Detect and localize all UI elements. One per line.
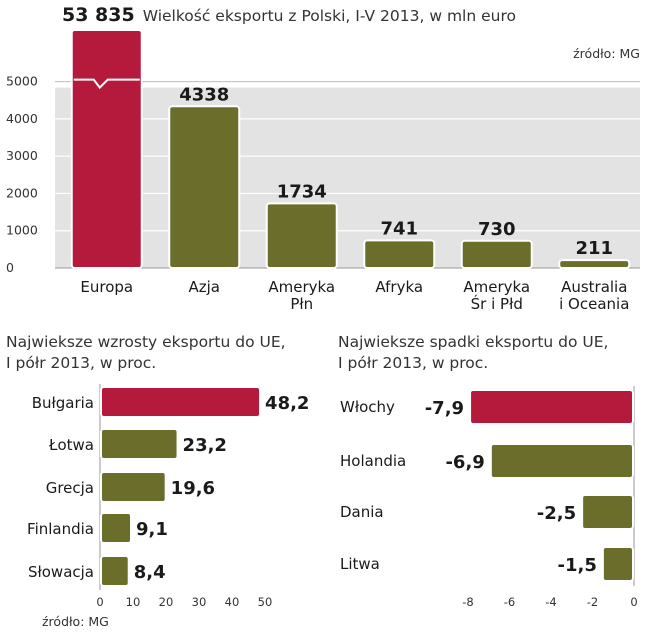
chart1-bar [168, 105, 241, 269]
chart1-value-label: 4338 [179, 84, 229, 105]
chart2-bar [100, 471, 167, 503]
chart2-xtick-label: 10 [126, 595, 141, 609]
chart3-category-label: Holandia [340, 452, 406, 470]
chart2-value-label: 9,1 [136, 519, 168, 540]
chart2-bar-group: Słowacja 8,4 [28, 555, 166, 587]
chart3-bar-group: Litwa -1,5 [340, 546, 634, 582]
chart2-bar-group: Bułgaria 48,2 [32, 386, 309, 418]
chart2-xtick-label: 0 [96, 595, 103, 609]
chart3-value-label: -2,5 [537, 503, 576, 524]
chart2-xtick-label: 30 [192, 595, 207, 609]
chart3-category-label: Dania [340, 503, 384, 521]
chart1-ytick-label: 3000 [6, 148, 38, 163]
chart2-xtick-label: 40 [225, 595, 240, 609]
chart2-value-label: 8,4 [134, 562, 166, 583]
chart2-category-label: Słowacja [28, 563, 94, 581]
chart3-category-label: Litwa [340, 555, 380, 573]
chart1-category-label: Ameryka [463, 278, 530, 296]
chart1-ytick-label: 0 [6, 260, 14, 275]
chart1-ytick-label: 5000 [6, 74, 38, 89]
chart1-category-label: Europa [80, 278, 133, 296]
chart1-title-text: Wielkość eksportu z Polski, I-V 2013, w … [143, 7, 516, 25]
chart3-bar-group: Holandia -6,9 [340, 443, 635, 479]
chart1-value-label: 211 [575, 238, 613, 259]
chart3-value-label: -7,9 [425, 398, 464, 419]
chart2-bar [100, 428, 179, 460]
chart2-bar [100, 512, 133, 544]
chart3-bar-group: Włochy -7,9 [340, 389, 635, 425]
chart1-category-label: i Oceania [559, 295, 629, 313]
chart1-bar-group: 741 Afryka [363, 218, 436, 296]
chart1-value-label: 1734 [277, 181, 327, 202]
chart1-category-label: Śr i Płd [471, 294, 523, 313]
chart3-bar [489, 443, 635, 479]
chart3-xtick-label: 0 [630, 595, 637, 609]
chart3-bar [581, 494, 634, 530]
chart2-bar-group: Finlandia 9,1 [27, 512, 168, 544]
chart3-bar [601, 546, 634, 582]
chart2-bar [100, 386, 262, 418]
chart2-title: Najwieksze wzrosty eksportu do UE, [6, 333, 286, 351]
chart2-bar [100, 555, 130, 587]
chart3-title: Najwieksze spadki eksportu do UE, [338, 333, 608, 351]
chart2-value-label: 19,6 [171, 478, 215, 499]
chart1-ytick-label: 1000 [6, 223, 38, 238]
chart3-bar [469, 389, 635, 425]
chart1-bar [363, 239, 436, 269]
chart2-bar-group: Grecja 19,6 [46, 471, 215, 503]
chart1-category-label: Australia [561, 278, 627, 296]
chart1-category-label: Płn [290, 295, 313, 313]
chart3-xtick-label: -8 [462, 595, 473, 609]
chart2-xtick-label: 20 [159, 595, 174, 609]
chart3-xtick-label: -2 [587, 595, 598, 609]
chart2-category-label: Finlandia [27, 520, 94, 538]
chart1-ytick-label: 4000 [6, 111, 38, 126]
chart2-value-label: 48,2 [265, 393, 309, 414]
chart1-category-label: Azja [189, 278, 221, 296]
chart3-xtick-label: -6 [504, 595, 515, 609]
chart2-category-label: Łotwa [48, 436, 94, 454]
chart2-value-label: 23,2 [183, 435, 227, 456]
chart1-bar [265, 202, 338, 270]
chart1-title-value: 53 835 [62, 4, 135, 26]
chart2-source: źródło: MG [42, 614, 109, 629]
chart1-bar [558, 259, 631, 270]
chart3-bar-group: Dania -2,5 [340, 494, 634, 530]
chart2-xtick-label: 50 [258, 595, 273, 609]
chart1-category-label: Ameryka [268, 278, 335, 296]
chart2-category-label: Grecja [46, 479, 94, 497]
chart2-category-label: Bułgaria [32, 394, 94, 412]
chart1-source: źródło: MG [573, 46, 640, 61]
chart1-category-label: Afryka [375, 278, 423, 296]
chart3-value-label: -6,9 [445, 452, 484, 473]
chart1-title: 53 835 Wielkość eksportu z Polski, I-V 20… [62, 4, 516, 26]
chart1-bar-group: 4338 Azja [168, 84, 241, 296]
chart1-value-label: 730 [478, 219, 516, 240]
chart2-title: I półr 2013, w proc. [6, 354, 156, 372]
chart1-axis-break [73, 78, 140, 90]
chart1-ytick-label: 2000 [6, 185, 38, 200]
chart1-value-label: 741 [380, 218, 418, 239]
chart2-bar-group: Łotwa 23,2 [48, 428, 227, 460]
chart1-bar [460, 239, 533, 269]
chart3-category-label: Włochy [340, 398, 395, 416]
chart3-title: I półr 2013, w proc. [338, 354, 488, 372]
chart3-xtick-label: -4 [545, 595, 556, 609]
chart3-value-label: -1,5 [558, 555, 597, 576]
chart1-bar-group: Europa [70, 29, 143, 296]
chart1-bar [70, 29, 143, 269]
